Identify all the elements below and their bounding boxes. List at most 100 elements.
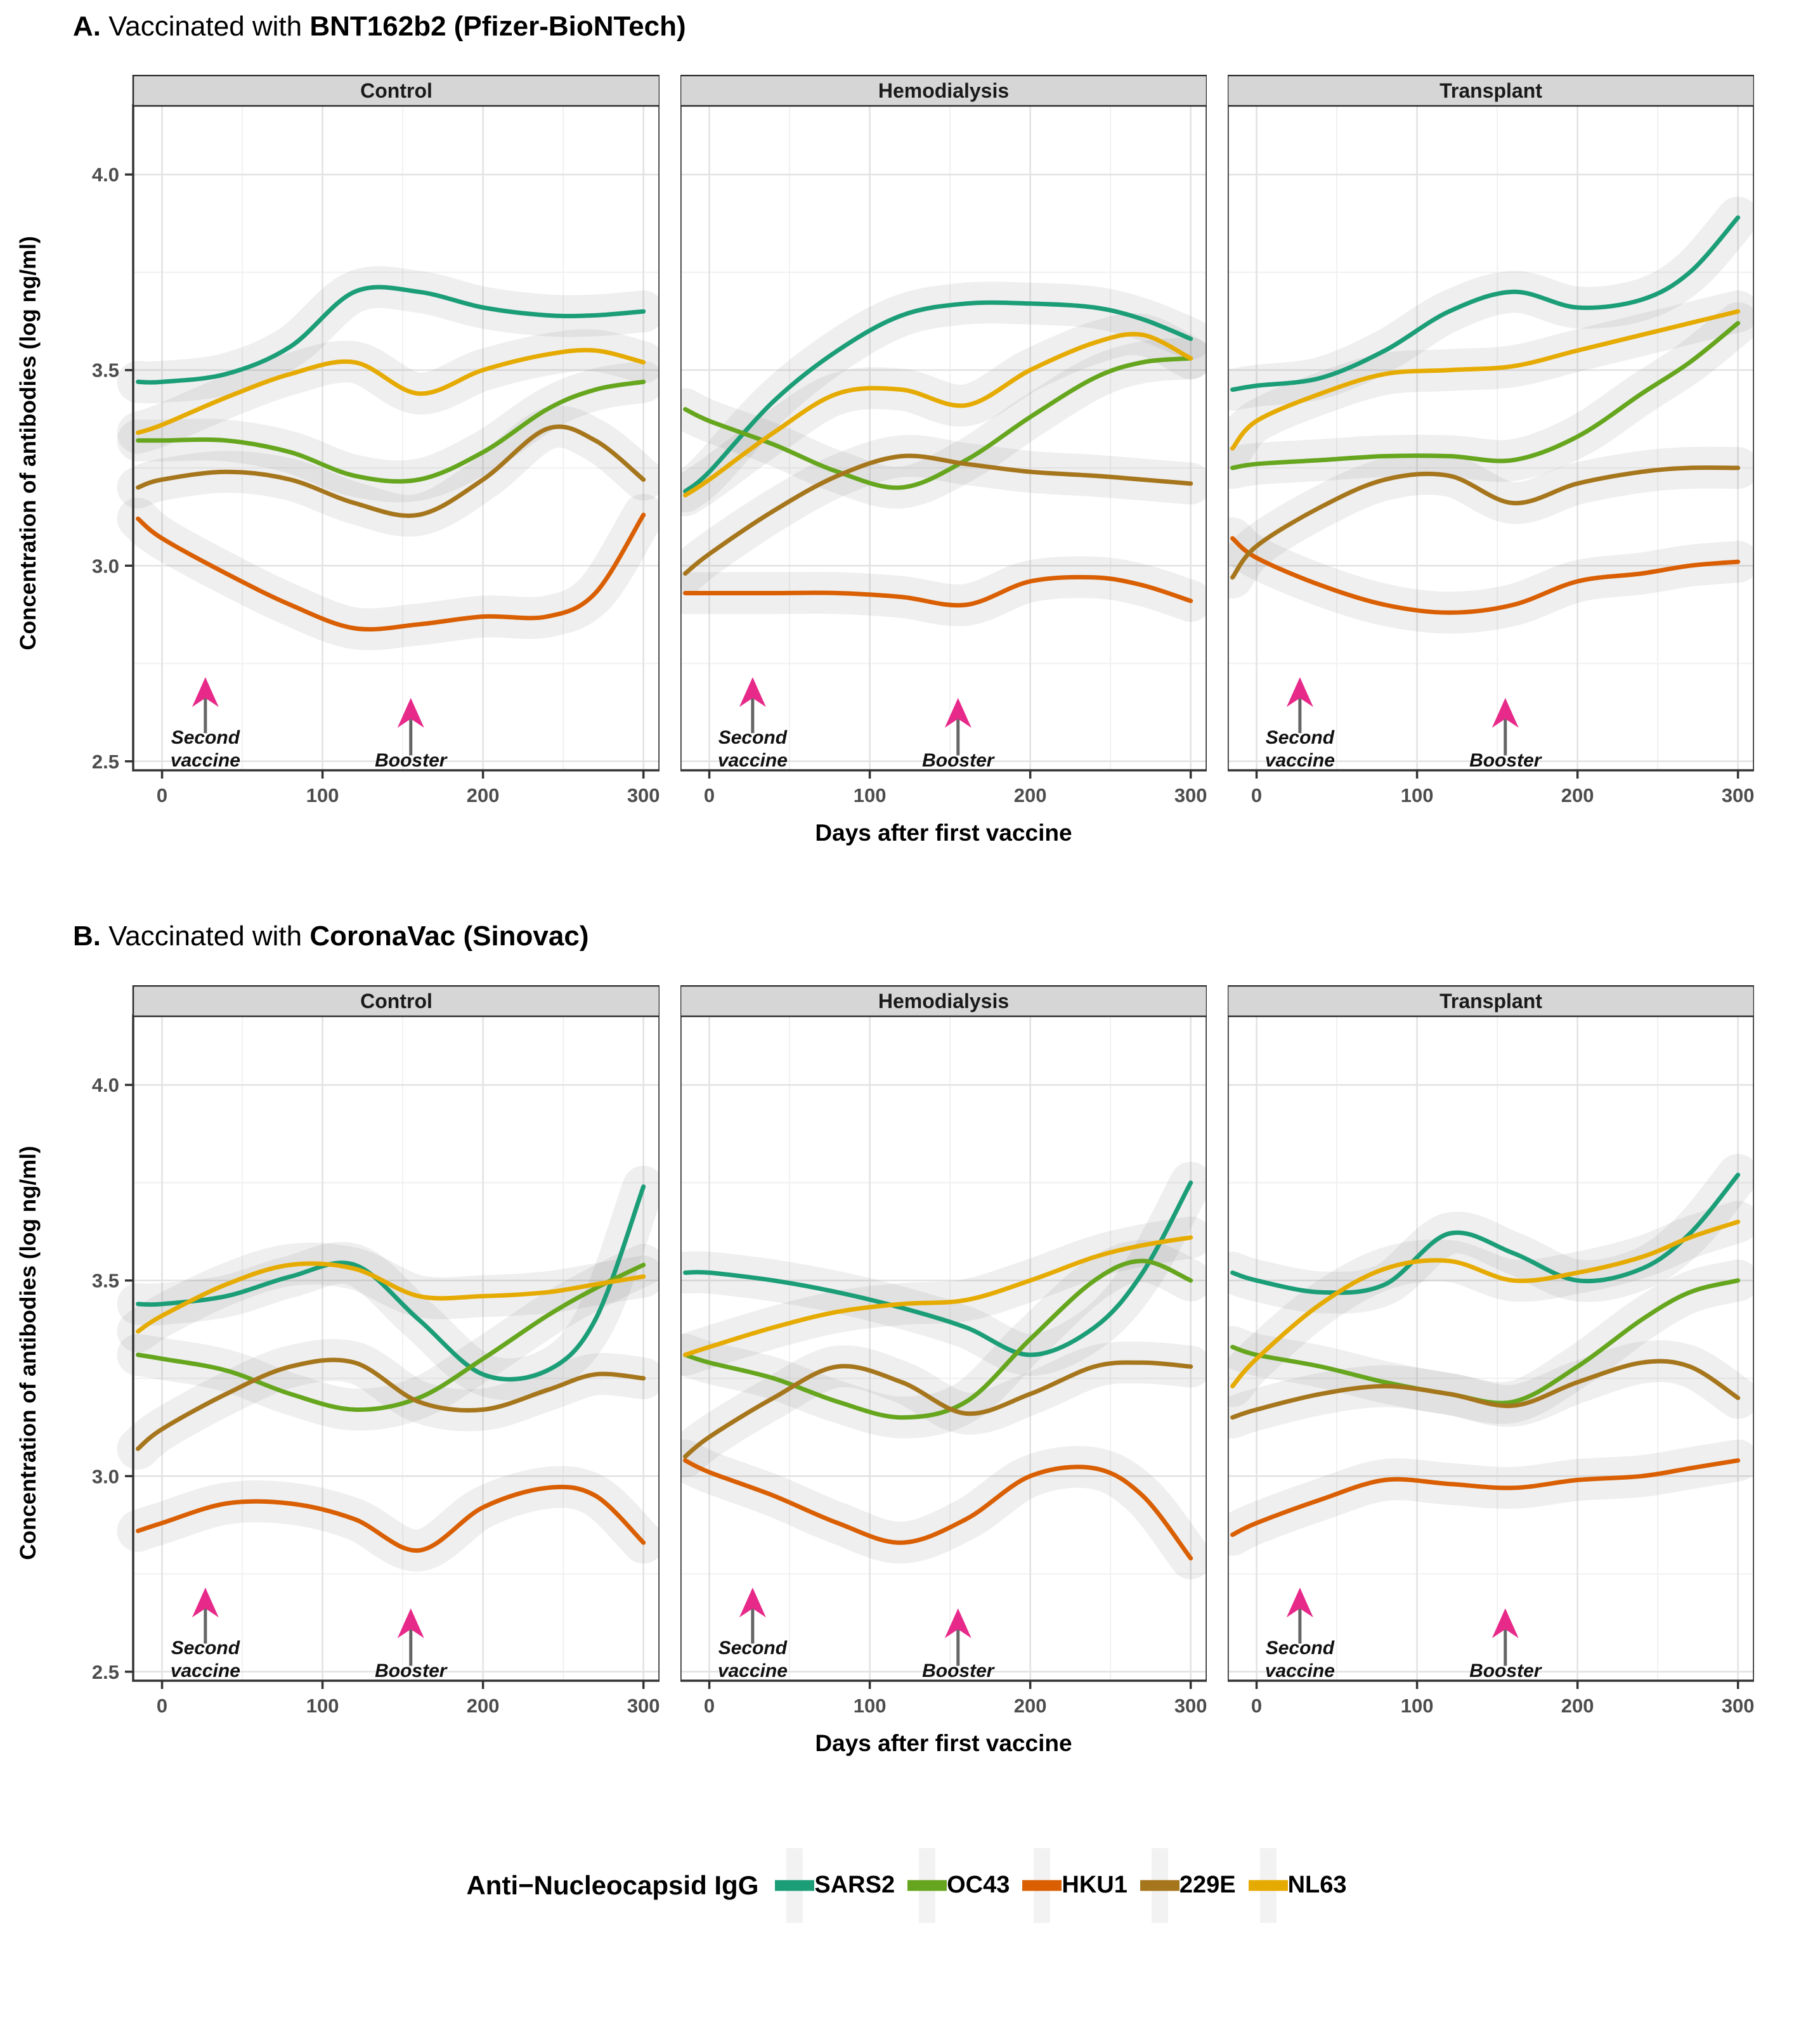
series-line-sars2 [683,1180,1193,1357]
arrow-head-booster-icon [944,698,971,728]
x-tick-label: 300 [1722,784,1754,806]
series-line-hku1 [136,1484,646,1553]
x-tick-label: 0 [157,1695,167,1717]
series-line-229e [683,453,1193,576]
arrow-head-second-vaccine-icon [739,677,766,708]
facet-strip-label-hemodialysis: Hemodialysis [878,990,1009,1012]
panel-b-facets: Second vaccine Booster Control 0 100 200 300 2.5… [57,985,1754,1721]
facet-strip-label-control: Control [360,79,432,102]
facet-strip [680,985,1207,1018]
x-tick-label: 100 [306,1695,339,1717]
series-line-sars2 [1230,215,1741,392]
annotation-label-second-vaccine: vaccine [171,750,240,771]
x-tick-label: 0 [704,1695,715,1717]
panel-a-y-axis-title: Concentration of antibodies (log ng/ml) [16,236,41,650]
legend-item-nl63: NL63 [1248,1847,1347,1923]
legend-swatch-nl63-icon [1248,1880,1288,1891]
arrow-head-booster-icon [1491,1608,1519,1638]
legend-key-sars2 [775,1847,815,1923]
gridlines [133,1015,660,1681]
annotation-label-second-vaccine: Second [1266,1638,1335,1659]
x-tick-label: 200 [1561,784,1594,806]
legend-item-sars2: SARS2 [775,1847,895,1923]
legend-label-hku1: HKU1 [1062,1872,1127,1899]
panel-a-title: A. Vaccinated with BNT162b2 (Pfizer-BioN… [73,11,1813,42]
legend-item-hku1: HKU1 [1022,1847,1127,1923]
x-tick-label: 100 [1401,784,1434,806]
y-tick-label: 4.0 [92,164,119,186]
series-lines [136,1184,646,1553]
series-line-sars2 [1230,1172,1741,1295]
y-tick-label: 2.5 [92,1661,119,1683]
x-tick-label: 200 [1014,1695,1047,1717]
x-axis: 0 100 200 300 [704,770,1207,806]
arrow-head-booster-icon [1491,698,1519,728]
x-tick-label: 0 [704,784,715,806]
facet-strip [132,985,660,1018]
facet-strip [1228,985,1754,1018]
series-line-nl63 [1230,309,1741,451]
facet-strip-label-transplant: Transplant [1439,990,1542,1012]
y-tick-label: 3.5 [92,1270,119,1292]
series-line-229e [683,1360,1193,1459]
legend-label-oc43: OC43 [947,1872,1010,1899]
panel-b-title-prefix: B. [73,921,101,952]
x-tick-label: 200 [1014,784,1047,806]
y-tick-label: 4.0 [92,1074,119,1096]
series-lines [1230,215,1741,616]
gridlines [1228,1015,1754,1681]
annotation-label-second-vaccine: vaccine [718,1660,788,1681]
legend-title: Anti−Nucleocapsid IgG [466,1870,759,1900]
panel-a-title-product: BNT162b2 (Pfizer-BioNTech) [309,11,686,42]
y-tick-label: 2.5 [92,751,119,773]
x-tick-label: 0 [1251,784,1262,806]
annotation-label-second-vaccine: vaccine [1265,750,1335,771]
legend-label-nl63: NL63 [1287,1872,1347,1899]
panel-b-title-mid: Vaccinated with [101,921,310,952]
legend-swatch-oc43-icon [907,1880,947,1891]
plot-background [133,105,660,771]
legend-key-nl63 [1248,1847,1288,1923]
x-tick-label: 300 [627,1695,660,1717]
annotation-label-booster: Booster [1469,1660,1543,1681]
series-line-nl63 [1230,1219,1741,1388]
x-tick-label: 100 [854,1695,887,1717]
facet-strip-label-control: Control [360,990,432,1012]
panel-a-title-prefix: A. [73,11,101,42]
annotation-label-second-vaccine: vaccine [718,750,788,771]
series-line-nl63 [683,1235,1193,1357]
panel-a-body: Concentration of antibodies (log ng/ml) … [0,75,1813,811]
panel-a-facets: Second vaccine Booster Control 0 100 200 300 2.5… [57,75,1754,811]
plot-background [680,1015,1207,1681]
legend-swatch-229e-icon [1140,1880,1179,1891]
facet-strip-label-transplant: Transplant [1439,79,1542,102]
legend-key-229e [1140,1847,1179,1923]
arrow-head-second-vaccine-icon [1286,677,1313,708]
panel-b-y-axis-title: Concentration of antibodies (log ng/ml) [16,1146,41,1560]
x-axis: 0 100 200 300 [1251,770,1754,806]
panel-a-title-mid: Vaccinated with [101,11,310,42]
x-tick-label: 100 [306,784,339,806]
y-tick-label: 3.0 [92,1465,119,1487]
arrow-head-booster-icon [944,1608,971,1638]
annotation-label-second-vaccine: Second [718,1638,788,1659]
x-tick-label: 200 [467,1695,500,1717]
panel-b-title-product: CoronaVac (Sinovac) [309,921,589,952]
x-axis: 0 100 200 300 [1251,1680,1754,1717]
annotation-label-booster: Booster [922,1660,996,1681]
series-line-oc43 [683,1258,1193,1420]
series-line-229e [136,1357,646,1451]
x-tick-label: 300 [627,784,660,806]
series-line-nl63 [136,348,646,436]
series-line-229e [1230,465,1741,580]
y-tick-label: 3.0 [92,555,119,578]
series-line-229e [1230,1359,1741,1420]
facet-strip [680,75,1207,107]
annotation-label-second-vaccine: vaccine [1265,1660,1335,1681]
